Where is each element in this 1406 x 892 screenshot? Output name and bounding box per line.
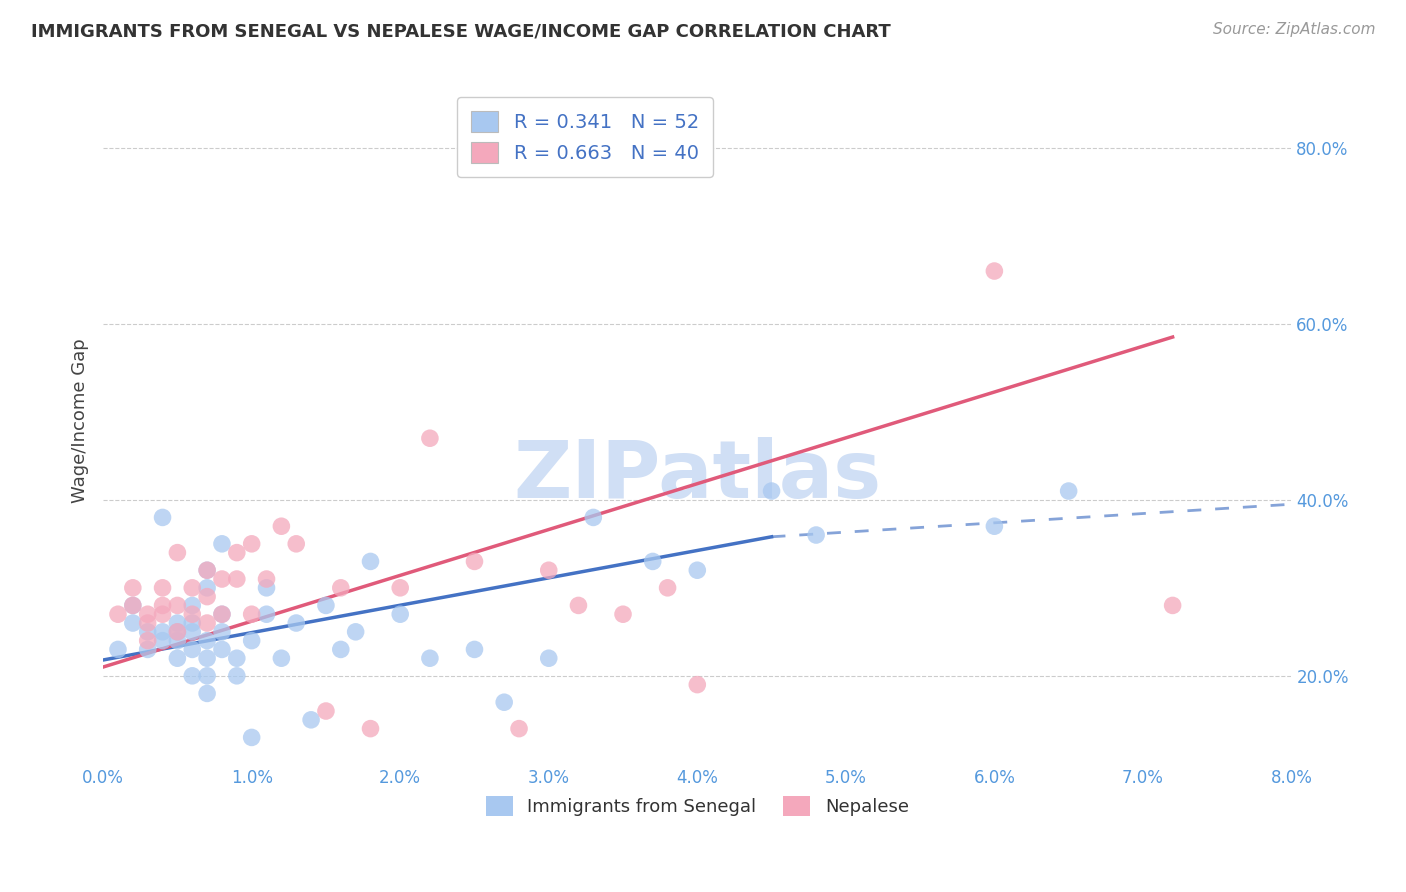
Point xyxy=(181,642,204,657)
Point xyxy=(641,554,664,568)
Point xyxy=(225,572,247,586)
Point xyxy=(181,607,204,622)
Point xyxy=(582,510,605,524)
Point xyxy=(136,624,159,639)
Point xyxy=(152,599,174,613)
Y-axis label: Wage/Income Gap: Wage/Income Gap xyxy=(72,338,89,503)
Point xyxy=(389,607,412,622)
Text: IMMIGRANTS FROM SENEGAL VS NEPALESE WAGE/INCOME GAP CORRELATION CHART: IMMIGRANTS FROM SENEGAL VS NEPALESE WAGE… xyxy=(31,22,890,40)
Point xyxy=(136,615,159,630)
Point xyxy=(181,599,204,613)
Point xyxy=(612,607,634,622)
Point xyxy=(211,572,233,586)
Point xyxy=(195,563,218,577)
Point xyxy=(166,615,188,630)
Point xyxy=(983,264,1005,278)
Point xyxy=(240,633,263,648)
Point xyxy=(240,731,263,745)
Point xyxy=(225,669,247,683)
Point xyxy=(494,695,516,709)
Point xyxy=(166,546,188,560)
Point xyxy=(537,651,560,665)
Text: Source: ZipAtlas.com: Source: ZipAtlas.com xyxy=(1212,22,1375,37)
Text: ZIPatlas: ZIPatlas xyxy=(513,436,882,515)
Point xyxy=(195,581,218,595)
Legend: Immigrants from Senegal, Nepalese: Immigrants from Senegal, Nepalese xyxy=(478,789,917,823)
Point xyxy=(211,607,233,622)
Point xyxy=(344,624,367,639)
Point xyxy=(181,615,204,630)
Point xyxy=(761,483,783,498)
Point xyxy=(166,599,188,613)
Point xyxy=(329,581,352,595)
Point xyxy=(508,722,530,736)
Point xyxy=(686,678,709,692)
Point xyxy=(195,633,218,648)
Point xyxy=(121,599,143,613)
Point xyxy=(152,510,174,524)
Point xyxy=(240,607,263,622)
Point xyxy=(121,581,143,595)
Point xyxy=(136,642,159,657)
Point xyxy=(195,686,218,700)
Point xyxy=(256,581,278,595)
Point xyxy=(107,642,129,657)
Point xyxy=(657,581,679,595)
Point xyxy=(211,624,233,639)
Point xyxy=(195,563,218,577)
Point xyxy=(211,642,233,657)
Point xyxy=(285,537,308,551)
Point xyxy=(152,633,174,648)
Point xyxy=(1057,483,1080,498)
Point xyxy=(537,563,560,577)
Point xyxy=(181,669,204,683)
Point xyxy=(360,554,382,568)
Point xyxy=(256,572,278,586)
Point xyxy=(315,704,337,718)
Point xyxy=(240,537,263,551)
Point xyxy=(299,713,322,727)
Point xyxy=(107,607,129,622)
Point xyxy=(181,624,204,639)
Point xyxy=(136,633,159,648)
Point xyxy=(121,615,143,630)
Point xyxy=(463,642,485,657)
Point xyxy=(419,431,441,445)
Point xyxy=(270,651,292,665)
Point xyxy=(567,599,589,613)
Point xyxy=(463,554,485,568)
Point xyxy=(360,722,382,736)
Point xyxy=(211,607,233,622)
Point xyxy=(152,624,174,639)
Point xyxy=(270,519,292,533)
Point xyxy=(285,615,308,630)
Point xyxy=(211,537,233,551)
Point xyxy=(152,581,174,595)
Point xyxy=(152,607,174,622)
Point xyxy=(166,633,188,648)
Point xyxy=(329,642,352,657)
Point xyxy=(389,581,412,595)
Point xyxy=(136,607,159,622)
Point xyxy=(195,651,218,665)
Point xyxy=(225,546,247,560)
Point xyxy=(225,651,247,665)
Point xyxy=(686,563,709,577)
Point xyxy=(804,528,827,542)
Point xyxy=(1161,599,1184,613)
Point xyxy=(195,669,218,683)
Point xyxy=(315,599,337,613)
Point xyxy=(195,615,218,630)
Point xyxy=(256,607,278,622)
Point xyxy=(195,590,218,604)
Point xyxy=(166,624,188,639)
Point xyxy=(121,599,143,613)
Point xyxy=(983,519,1005,533)
Point xyxy=(181,581,204,595)
Point xyxy=(166,651,188,665)
Point xyxy=(419,651,441,665)
Point xyxy=(166,624,188,639)
